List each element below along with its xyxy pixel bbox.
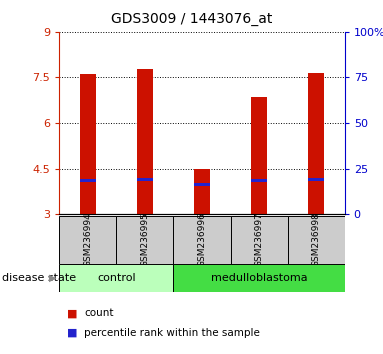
Text: count: count: [84, 308, 114, 318]
Bar: [288, 216, 345, 264]
Bar: [116, 216, 173, 264]
Text: percentile rank within the sample: percentile rank within the sample: [84, 328, 260, 338]
Text: ▶: ▶: [49, 273, 57, 283]
Text: GSM236995: GSM236995: [141, 212, 149, 267]
Text: GDS3009 / 1443076_at: GDS3009 / 1443076_at: [111, 12, 272, 27]
Bar: [308, 74, 324, 214]
Bar: [80, 179, 96, 182]
Bar: [308, 178, 324, 181]
Text: control: control: [97, 273, 136, 283]
Text: disease state: disease state: [2, 273, 76, 283]
Bar: [173, 216, 231, 264]
Bar: [173, 264, 345, 292]
Text: GSM236997: GSM236997: [255, 212, 264, 267]
Bar: [137, 69, 153, 214]
Bar: [194, 169, 210, 214]
Bar: [251, 179, 267, 182]
Bar: [251, 97, 267, 214]
Bar: [59, 216, 116, 264]
Bar: [194, 183, 210, 186]
Bar: [80, 74, 96, 214]
Text: medulloblastoma: medulloblastoma: [211, 273, 308, 283]
Text: ■: ■: [67, 328, 77, 338]
Bar: [231, 216, 288, 264]
Text: ■: ■: [67, 308, 77, 318]
Bar: [59, 264, 173, 292]
Text: GSM236996: GSM236996: [198, 212, 206, 267]
Text: GSM236998: GSM236998: [312, 212, 321, 267]
Bar: [137, 178, 153, 181]
Text: GSM236994: GSM236994: [83, 212, 92, 267]
